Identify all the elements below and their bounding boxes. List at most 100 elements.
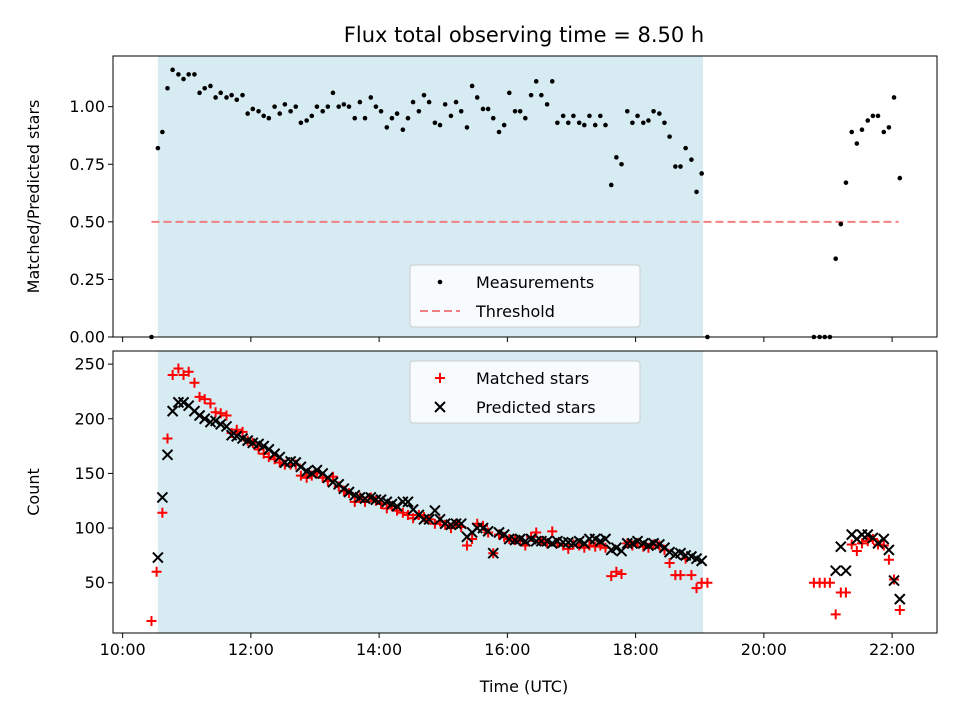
- measurement-point: [496, 129, 502, 135]
- predicted-point: [338, 483, 350, 495]
- measurement-point: [582, 122, 587, 128]
- x-tick-label: 14:00: [356, 640, 402, 659]
- matched-point: [830, 609, 841, 620]
- measurement-point: [293, 104, 299, 109]
- measurement-point: [576, 120, 582, 126]
- y-axis-label: Count: [24, 468, 43, 516]
- measurement-point: [453, 99, 459, 105]
- matched-point: [274, 457, 285, 468]
- measurement-point: [469, 83, 475, 89]
- predicted-point: [477, 522, 489, 534]
- measurement-point: [544, 102, 550, 107]
- predicted-point: [370, 493, 382, 506]
- measurement-point: [250, 106, 256, 112]
- predicted-point: [418, 513, 430, 526]
- predicted-point: [423, 513, 435, 526]
- legend-label: Measurements: [476, 273, 594, 292]
- predicted-point: [653, 538, 666, 551]
- measurement-point: [571, 113, 576, 119]
- predicted-point: [257, 440, 270, 452]
- measurement-point: [565, 120, 571, 126]
- predicted-point: [621, 537, 633, 550]
- measurement-point: [389, 115, 395, 121]
- measurement-point: [346, 104, 352, 109]
- matched-point: [686, 570, 697, 581]
- measurement-point: [224, 95, 229, 100]
- measurement-point: [506, 90, 512, 96]
- predicted-point: [161, 449, 174, 461]
- matched-point: [862, 536, 873, 547]
- legend-label: Matched stars: [476, 369, 589, 388]
- matched-point: [563, 543, 574, 554]
- predicted-point: [343, 486, 355, 498]
- measurement-point: [432, 120, 438, 126]
- x-tick-label: 16:00: [484, 640, 530, 659]
- predicted-point: [883, 544, 895, 556]
- count-panel: 50 100 150 200 250 10:00 12:00 14:00 16:00 18:00 2…: [24, 350, 938, 659]
- measurement-point: [362, 115, 368, 121]
- y-tick-label: 200: [74, 409, 105, 428]
- matched-point: [221, 410, 232, 421]
- measurement-point: [870, 113, 876, 119]
- matched-point: [295, 470, 306, 481]
- measurement-point: [528, 92, 534, 98]
- predicted-stars-series: [152, 396, 906, 605]
- measurement-point: [197, 90, 202, 96]
- measurement-point: [192, 72, 197, 77]
- measurement-point: [437, 122, 443, 128]
- matched-point: [397, 507, 408, 518]
- measurement-point: [464, 125, 470, 130]
- measurement-point: [646, 118, 651, 123]
- measurement-point: [416, 108, 422, 114]
- predicted-point: [152, 551, 164, 564]
- measurement-point: [560, 113, 566, 119]
- predicted-point: [166, 405, 179, 417]
- measurement-point: [160, 129, 165, 135]
- predicted-point: [268, 448, 281, 460]
- predicted-point: [615, 545, 628, 557]
- measurement-point: [849, 129, 855, 135]
- measurement-point: [699, 171, 704, 176]
- measurement-point: [309, 113, 315, 119]
- matched-point: [883, 554, 894, 565]
- measurement-point: [517, 108, 523, 114]
- predicted-point: [530, 535, 542, 547]
- measurement-point: [512, 108, 518, 114]
- predicted-point: [840, 564, 852, 577]
- matched-point: [151, 566, 162, 577]
- predicted-point: [177, 396, 190, 409]
- y-tick-label: 150: [74, 464, 105, 483]
- measurement-point: [555, 120, 560, 126]
- matched-point: [183, 366, 194, 377]
- matched-point: [402, 509, 413, 520]
- measurement-point: [539, 92, 544, 98]
- measurement-point: [229, 92, 234, 98]
- chart-title: Flux total observing time = 8.50 h: [344, 23, 704, 47]
- matched-point: [531, 527, 542, 538]
- measurement-point: [336, 104, 342, 109]
- measurement-point: [635, 113, 640, 119]
- legend-box: [409, 360, 641, 424]
- predicted-point: [156, 491, 169, 504]
- measurement-point: [176, 72, 181, 77]
- matched-point: [590, 541, 601, 552]
- measurement-point: [400, 127, 406, 133]
- predicted-point: [610, 542, 623, 554]
- measurement-point: [384, 125, 390, 130]
- measurement-point: [689, 157, 694, 162]
- axes-frame: [112, 350, 938, 634]
- matched-point: [664, 558, 675, 569]
- predicted-point: [402, 496, 414, 508]
- measurement-point: [330, 90, 336, 96]
- measurement-point: [442, 102, 448, 107]
- matched-point: [824, 577, 835, 588]
- matched-point: [231, 424, 242, 435]
- measurement-point: [608, 182, 614, 188]
- predicted-point: [894, 593, 906, 605]
- measurement-point: [234, 97, 240, 103]
- predicted-point: [455, 517, 467, 530]
- matched-point: [851, 546, 862, 557]
- x-axis-label: Time (UTC): [479, 677, 568, 696]
- y-axis-label: Matched/Predicted stars: [24, 100, 43, 294]
- measurement-point: [394, 111, 400, 116]
